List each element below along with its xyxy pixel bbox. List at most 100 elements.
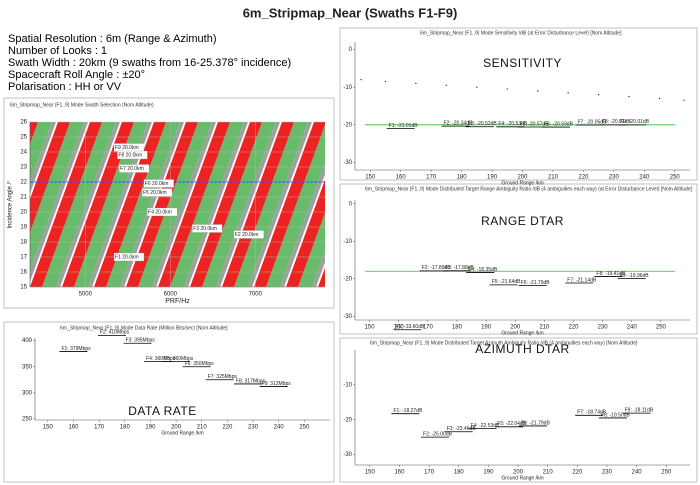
annotation: F3 20.0km: [193, 226, 217, 232]
trend-dot: [445, 84, 448, 86]
annotation: F4 20.0km: [148, 209, 172, 215]
value-label: F5: -20.57dB: [520, 121, 550, 127]
x-axis-label: Ground Range /km: [161, 430, 203, 436]
panel-frame: [339, 183, 698, 335]
value-label: F6: 350Mbps: [185, 361, 215, 367]
y-tick-label: -20: [343, 276, 352, 282]
value-label: F7: -20.05dB: [578, 119, 608, 125]
x-tick-label: 7000: [249, 292, 263, 298]
y-tick-label: 26: [20, 120, 27, 126]
stripe-green: [234, 122, 308, 287]
y-tick-label: 21: [20, 195, 27, 201]
x-tick-label: 180: [452, 325, 463, 331]
y-tick-label: 350: [22, 364, 33, 370]
spec-line: Swath Width : 20km (9 swaths from 16-25.…: [8, 57, 291, 69]
x-axis-label: PRF/Hz: [165, 298, 190, 305]
value-label: F5: -22.04dB: [497, 421, 527, 427]
y-tick-label: -30: [343, 160, 352, 166]
trend-dot: [683, 99, 685, 102]
stripe-red: [30, 122, 102, 287]
stripe-grey: [152, 122, 216, 287]
y-tick-label: 0: [349, 201, 353, 207]
stripe-red: [286, 179, 325, 287]
value-label: F7: -21.14dB: [567, 277, 597, 283]
annotation-box: [192, 224, 223, 233]
stripe-grey: [376, 122, 440, 287]
value-label: F9: -18.11dB: [625, 407, 654, 413]
trend-dot: [537, 90, 539, 92]
value-label: F4: -22.53dB: [470, 423, 500, 429]
panel-frame: [3, 321, 335, 483]
swath-stripes: [0, 122, 440, 287]
y-tick-label: 300: [22, 390, 33, 396]
page-title: 6m_Stripmap_Near (Swaths F1-F9): [243, 5, 458, 20]
stripe-red: [30, 122, 38, 144]
trend-dot: [628, 95, 630, 98]
annotation-box: [118, 164, 150, 173]
chart-annotation: AZIMUTH DTAR: [475, 342, 569, 356]
chart-title: 6m_Stripmap_Near (F1..9) Mode Sensitivit…: [420, 30, 622, 36]
y-tick-label: 18: [20, 240, 27, 246]
stripe-red: [0, 122, 6, 287]
x-tick-label: 220: [572, 470, 583, 476]
chart-annotation: SENSITIVITY: [483, 56, 562, 70]
x-tick-label: 150: [43, 425, 54, 431]
x-tick-label: 230: [602, 470, 613, 476]
annotation: F8 20.0km: [118, 152, 142, 158]
stripe-red: [62, 122, 134, 287]
x-axis-label: Ground Range /km: [501, 180, 543, 186]
y-tick-label: 17: [20, 255, 27, 261]
trend-dot: [476, 86, 478, 88]
annotation: F6 20.0km: [145, 181, 169, 187]
x-tick-label: 160: [394, 470, 405, 476]
spec-line: Polarisation : HH or VV: [8, 81, 122, 93]
y-tick-label: 16: [20, 270, 27, 276]
x-tick-label: 160: [394, 325, 405, 331]
x-axis-label: Ground Range /km: [501, 330, 543, 336]
trend-dot: [658, 97, 661, 100]
x-tick-label: 150: [365, 325, 376, 331]
value-label: F5: 360Mbps: [164, 356, 194, 362]
y-axis-label: Incidence Angle /°: [8, 180, 14, 229]
annotation-box: [147, 207, 178, 217]
stripe-red: [30, 122, 70, 232]
stripe-grey: [120, 122, 184, 287]
x-tick-label: 160: [396, 175, 407, 181]
y-tick-label: -10: [343, 239, 352, 245]
x-tick-label: 190: [481, 325, 492, 331]
x-tick-label: 200: [510, 325, 521, 331]
value-label: F4: 360Mbps: [146, 356, 176, 362]
chart-annotation: DATA RATE: [128, 404, 197, 418]
trend-dot: [506, 88, 508, 90]
x-tick-label: 230: [598, 325, 609, 331]
spec-line: Number of Looks : 1: [8, 45, 107, 57]
stripe-green: [170, 122, 244, 287]
annotation-box: [141, 188, 173, 197]
stripe-red: [158, 122, 230, 287]
x-tick-label: 250: [656, 325, 667, 331]
stripe-grey: [30, 122, 56, 194]
stripe-red: [126, 122, 198, 287]
x-tick-label: 210: [543, 470, 554, 476]
annotation-box: [143, 179, 174, 188]
stripe-grey: [88, 122, 152, 287]
stripe-grey: [344, 122, 408, 287]
stripe-grey: [248, 122, 312, 287]
trend-dot: [360, 78, 362, 81]
x-tick-label: 180: [457, 175, 468, 181]
value-label: F6: -21.79dB: [521, 280, 551, 286]
x-tick-label: 150: [365, 470, 376, 476]
panel-frame: [339, 27, 698, 181]
x-tick-label: 250: [299, 425, 310, 431]
value-label: F1: -18.27dB: [393, 408, 423, 414]
y-tick-label: -20: [343, 122, 352, 128]
stripe-red: [94, 122, 166, 287]
x-tick-label: 240: [274, 425, 285, 431]
value-label: F2: -20.34dB: [444, 120, 474, 126]
x-tick-label: 200: [513, 470, 524, 476]
value-label: F6: -21.79dB: [521, 420, 551, 426]
trend-dot: [567, 92, 569, 94]
stripe-green: [42, 122, 116, 287]
value-label: F8: -19.41dB: [596, 271, 626, 277]
x-tick-label: 150: [365, 175, 376, 181]
